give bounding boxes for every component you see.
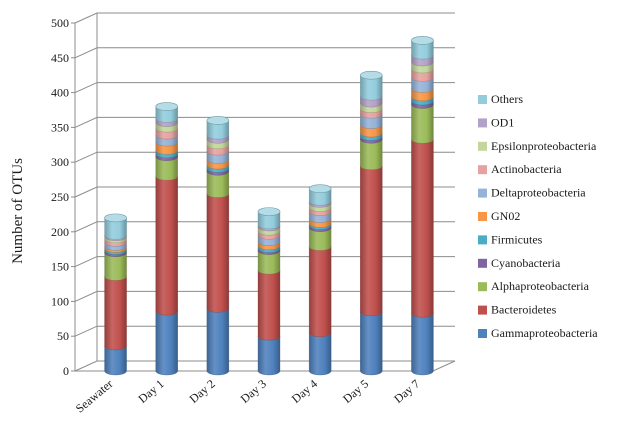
bar-day-2 — [206, 116, 230, 376]
legend-swatch — [478, 165, 487, 175]
gridline — [74, 47, 455, 59]
bar-day-4 — [308, 184, 332, 376]
legend-label: Others — [491, 92, 523, 106]
bar-top-cap — [359, 70, 383, 80]
y-tick-label: 400 — [51, 86, 69, 100]
legend-item-cyanobacteria: Cyanobacteria — [478, 256, 561, 270]
legend-label: Alphaproteobacteria — [491, 279, 590, 293]
bar-segment-bacteroidetes — [206, 193, 230, 313]
bars — [104, 36, 434, 376]
y-axis-label: Number of OTUs — [10, 158, 26, 264]
gridline — [74, 82, 455, 94]
legend-label: Gammaproteobacteria — [491, 326, 598, 340]
legend-swatch — [478, 118, 487, 128]
legend-swatch — [478, 212, 487, 221]
legend-swatch — [478, 141, 487, 151]
y-tick-label: 450 — [51, 51, 69, 65]
y-tick-label: 50 — [57, 329, 69, 343]
legend-swatch — [478, 258, 487, 268]
legend-item-alphaproteobacteria: Alphaproteobacteria — [478, 279, 590, 293]
legend-label: GN02 — [491, 209, 520, 223]
bar-top-cap — [155, 102, 179, 111]
gridline — [74, 325, 455, 337]
gridline — [74, 12, 455, 24]
legend-label: Actinobacteria — [491, 162, 562, 176]
legend-label: Deltaproteobacteria — [491, 186, 586, 200]
legend-label: Bacteroidetes — [491, 303, 557, 317]
legend-swatch — [478, 188, 487, 198]
bar-day-3 — [257, 207, 281, 376]
legend-swatch — [478, 305, 487, 315]
y-tick-label: 200 — [51, 225, 69, 239]
legend-label: Firmicutes — [491, 232, 543, 246]
bar-segment-bacteroidetes — [104, 276, 127, 351]
legend-item-bacteroidetes: Bacteroidetes — [478, 303, 557, 317]
y-tick-label: 300 — [51, 155, 69, 169]
bar-segment-bacteroidetes — [360, 165, 383, 316]
legend-item-firmicutes: Firmicutes — [478, 232, 543, 246]
legend-item-gammaproteobacteria: Gammaproteobacteria — [478, 326, 598, 340]
legend-item-deltaproteobacteria: Deltaproteobacteria — [478, 186, 586, 200]
bar-segment-bacteroidetes — [308, 246, 332, 337]
bar-segment-alphaproteobacteria — [360, 139, 383, 170]
bar-day-1 — [155, 102, 179, 376]
bar-segment-gammaproteobacteria — [308, 332, 332, 376]
bar-segment-gammaproteobacteria — [104, 345, 127, 376]
bar-segment-bacteroidetes — [155, 176, 178, 316]
y-tick-label: 350 — [51, 120, 69, 134]
x-tick-label: Day 4 — [289, 377, 320, 406]
legend-label: Epsilonproteobacteria — [491, 139, 597, 153]
x-tick-label: Day 3 — [238, 377, 269, 406]
y-tick-label: 250 — [51, 190, 69, 204]
legend-swatch — [478, 95, 487, 104]
legend-swatch — [478, 235, 487, 245]
bar-segment-gammaproteobacteria — [411, 313, 434, 376]
bar-top-cap — [104, 213, 127, 223]
y-tick-label: 100 — [51, 294, 69, 308]
bar-seawater — [104, 213, 127, 376]
legend: Others OD1 Epsilonproteobacteria Actinobact… — [478, 92, 598, 340]
legend-item-actinobacteria: Actinobacteria — [478, 162, 562, 176]
legend-label: Cyanobacteria — [491, 256, 561, 270]
gridline — [74, 151, 455, 163]
legend-item-gn02: GN02 — [478, 209, 520, 223]
bar-segment-bacteroidetes — [257, 270, 281, 341]
legend-item-others: Others — [478, 92, 523, 106]
legend-swatch — [478, 329, 487, 338]
x-tick-label: Day 2 — [187, 377, 218, 406]
gridline — [74, 256, 455, 268]
gridline — [74, 221, 455, 233]
gridline — [74, 116, 455, 128]
bar-day-7 — [411, 36, 434, 376]
x-axis-labels: Seawater Day 1 Day 2 Day 3 Day 4 Day 5 Day 7 — [73, 377, 423, 416]
x-tick-label: Day 7 — [391, 377, 422, 406]
bar-top-cap — [206, 116, 230, 125]
bar-top-cap — [411, 36, 434, 45]
bar-segment-gammaproteobacteria — [155, 311, 178, 376]
legend-item-epsilonproteobacteria: Epsilonproteobacteria — [478, 139, 597, 153]
y-axis-ticks: 0 50 100 150 200 250 300 350 400 450 500 — [51, 16, 69, 378]
gridline — [74, 290, 455, 302]
bar-day-5 — [359, 70, 383, 376]
legend-swatch — [478, 282, 487, 292]
gridline — [74, 186, 455, 198]
bar-top-cap — [257, 207, 281, 216]
bar-top-cap — [308, 184, 332, 193]
bar-segment-gammaproteobacteria — [360, 311, 383, 376]
bar-segment-bacteroidetes — [411, 139, 434, 318]
bar-segment-gammaproteobacteria — [206, 308, 230, 376]
y-tick-label: 150 — [51, 260, 69, 274]
legend-label: OD1 — [491, 115, 514, 129]
bar-segment-alphaproteobacteria — [411, 104, 434, 144]
legend-item-od1: OD1 — [478, 115, 514, 129]
y-tick-label: 0 — [63, 364, 69, 378]
x-tick-label: Day 5 — [340, 377, 371, 406]
x-tick-label: Seawater — [73, 377, 116, 416]
gridlines — [71, 12, 455, 372]
x-tick-label: Day 1 — [135, 377, 166, 406]
bar-segment-gammaproteobacteria — [257, 336, 281, 376]
y-tick-label: 500 — [51, 16, 69, 30]
